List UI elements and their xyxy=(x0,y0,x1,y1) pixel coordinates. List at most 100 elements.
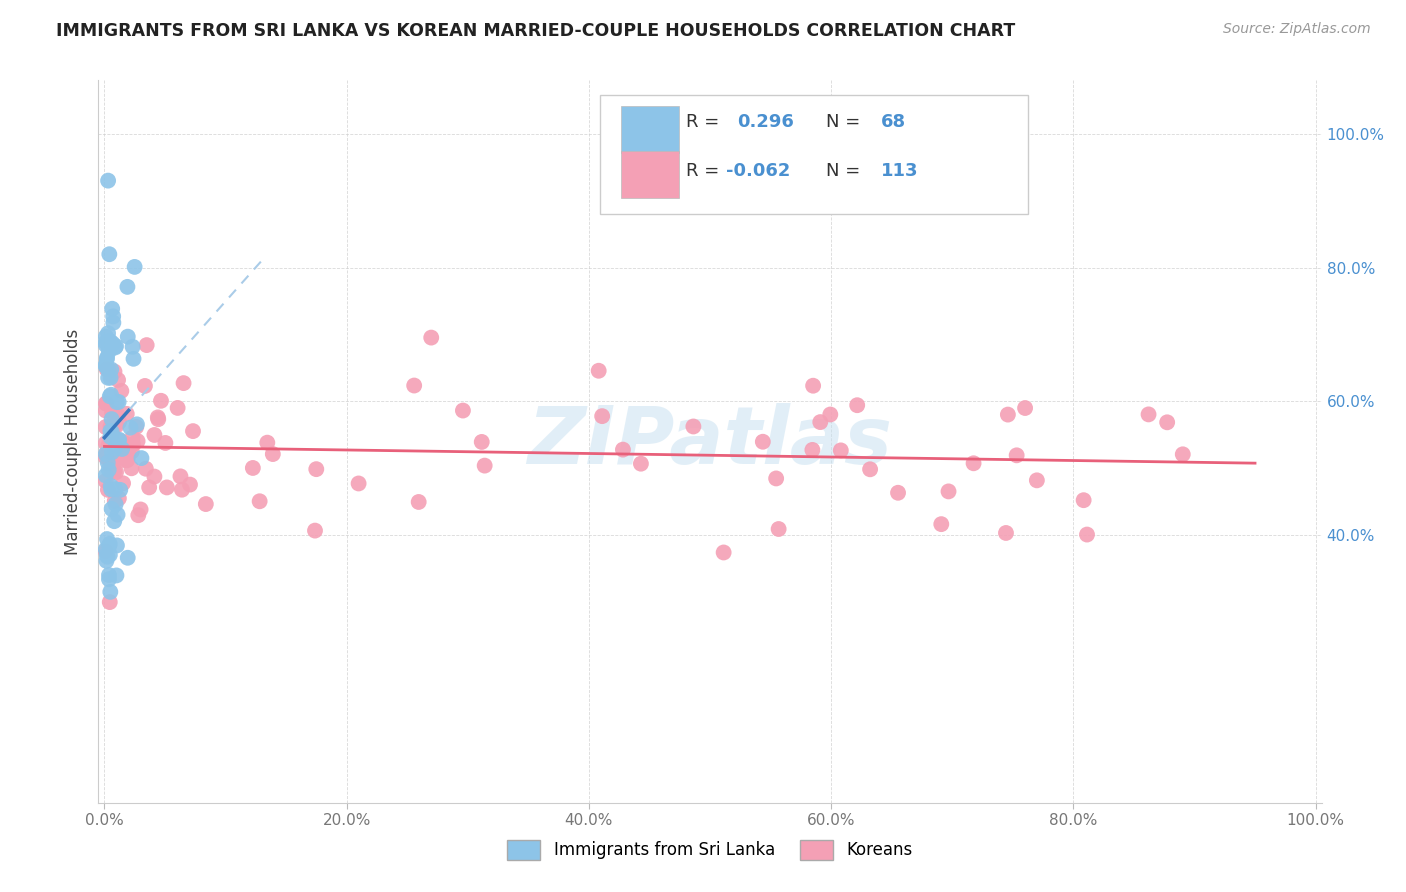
Point xyxy=(451,403,474,417)
Point xyxy=(114,436,136,450)
Point xyxy=(713,545,735,559)
Point xyxy=(94,403,117,417)
Point xyxy=(104,442,127,456)
Point xyxy=(96,532,118,546)
Point xyxy=(117,280,139,294)
Point xyxy=(97,572,120,586)
Point xyxy=(170,483,193,497)
Point xyxy=(101,310,124,324)
Point xyxy=(1025,473,1047,487)
Point xyxy=(96,351,118,365)
Point xyxy=(117,550,139,565)
Point xyxy=(100,419,122,434)
Point xyxy=(98,430,121,444)
Point xyxy=(107,508,129,522)
Point xyxy=(96,397,118,411)
Point xyxy=(121,340,143,354)
Point xyxy=(994,525,1017,540)
Point xyxy=(420,330,443,344)
Point xyxy=(630,457,652,471)
Text: 0.296: 0.296 xyxy=(737,113,794,131)
Point xyxy=(94,335,117,350)
Point xyxy=(104,482,127,496)
Point xyxy=(929,517,952,532)
Point xyxy=(105,538,128,552)
Point xyxy=(97,326,120,341)
Point xyxy=(194,497,217,511)
Point xyxy=(1156,415,1178,429)
Point xyxy=(962,456,984,470)
Point xyxy=(150,393,173,408)
Point xyxy=(110,384,132,398)
Point xyxy=(98,568,121,582)
Point xyxy=(1171,447,1194,461)
Text: N =: N = xyxy=(827,161,866,179)
Point xyxy=(121,461,143,475)
Point xyxy=(107,434,129,448)
Point xyxy=(1076,527,1098,541)
Point xyxy=(101,421,124,435)
Point xyxy=(96,447,118,461)
Y-axis label: Married-couple Households: Married-couple Households xyxy=(65,328,83,555)
Point xyxy=(108,415,131,429)
Point xyxy=(96,362,118,376)
Point xyxy=(846,398,869,412)
Point xyxy=(94,329,117,343)
Text: R =: R = xyxy=(686,161,724,179)
Point xyxy=(104,497,127,511)
Point xyxy=(98,539,121,553)
Point xyxy=(97,371,120,385)
Point xyxy=(94,450,117,465)
Point xyxy=(97,456,120,470)
Point xyxy=(305,462,328,476)
Point xyxy=(96,352,118,367)
Point xyxy=(104,494,127,508)
Point xyxy=(110,434,132,449)
Point xyxy=(122,351,145,366)
Point xyxy=(127,434,149,449)
Point xyxy=(94,396,117,410)
Point xyxy=(242,461,264,475)
Point xyxy=(103,514,125,528)
Point xyxy=(408,495,430,509)
Point xyxy=(98,338,121,352)
Point xyxy=(98,453,121,467)
Point xyxy=(155,436,177,450)
Point xyxy=(110,483,132,497)
Point xyxy=(107,395,129,409)
Point xyxy=(98,247,121,261)
Point xyxy=(94,468,117,483)
Point xyxy=(938,484,960,499)
Point xyxy=(105,395,128,409)
Point xyxy=(97,442,120,456)
Point xyxy=(105,339,128,353)
Point xyxy=(682,419,704,434)
Point xyxy=(100,362,122,376)
Point xyxy=(131,451,153,466)
Point xyxy=(103,454,125,468)
Point xyxy=(249,494,271,508)
Point xyxy=(107,441,129,455)
Point xyxy=(96,549,118,564)
Point xyxy=(108,491,131,506)
Point xyxy=(107,373,129,387)
Point xyxy=(117,451,139,466)
FancyBboxPatch shape xyxy=(620,105,679,153)
Point xyxy=(98,442,121,457)
Point xyxy=(98,334,121,348)
Point xyxy=(138,480,160,494)
Point xyxy=(107,408,129,422)
Point xyxy=(104,341,127,355)
Text: Source: ZipAtlas.com: Source: ZipAtlas.com xyxy=(1223,22,1371,37)
Point xyxy=(404,378,426,392)
Point xyxy=(1073,493,1095,508)
Point xyxy=(859,462,882,476)
Point xyxy=(115,407,138,421)
Point xyxy=(166,401,188,415)
Point xyxy=(173,376,195,390)
Point xyxy=(94,436,117,450)
Point xyxy=(1005,448,1028,462)
Point xyxy=(97,438,120,452)
Point xyxy=(117,446,139,460)
Point xyxy=(887,485,910,500)
